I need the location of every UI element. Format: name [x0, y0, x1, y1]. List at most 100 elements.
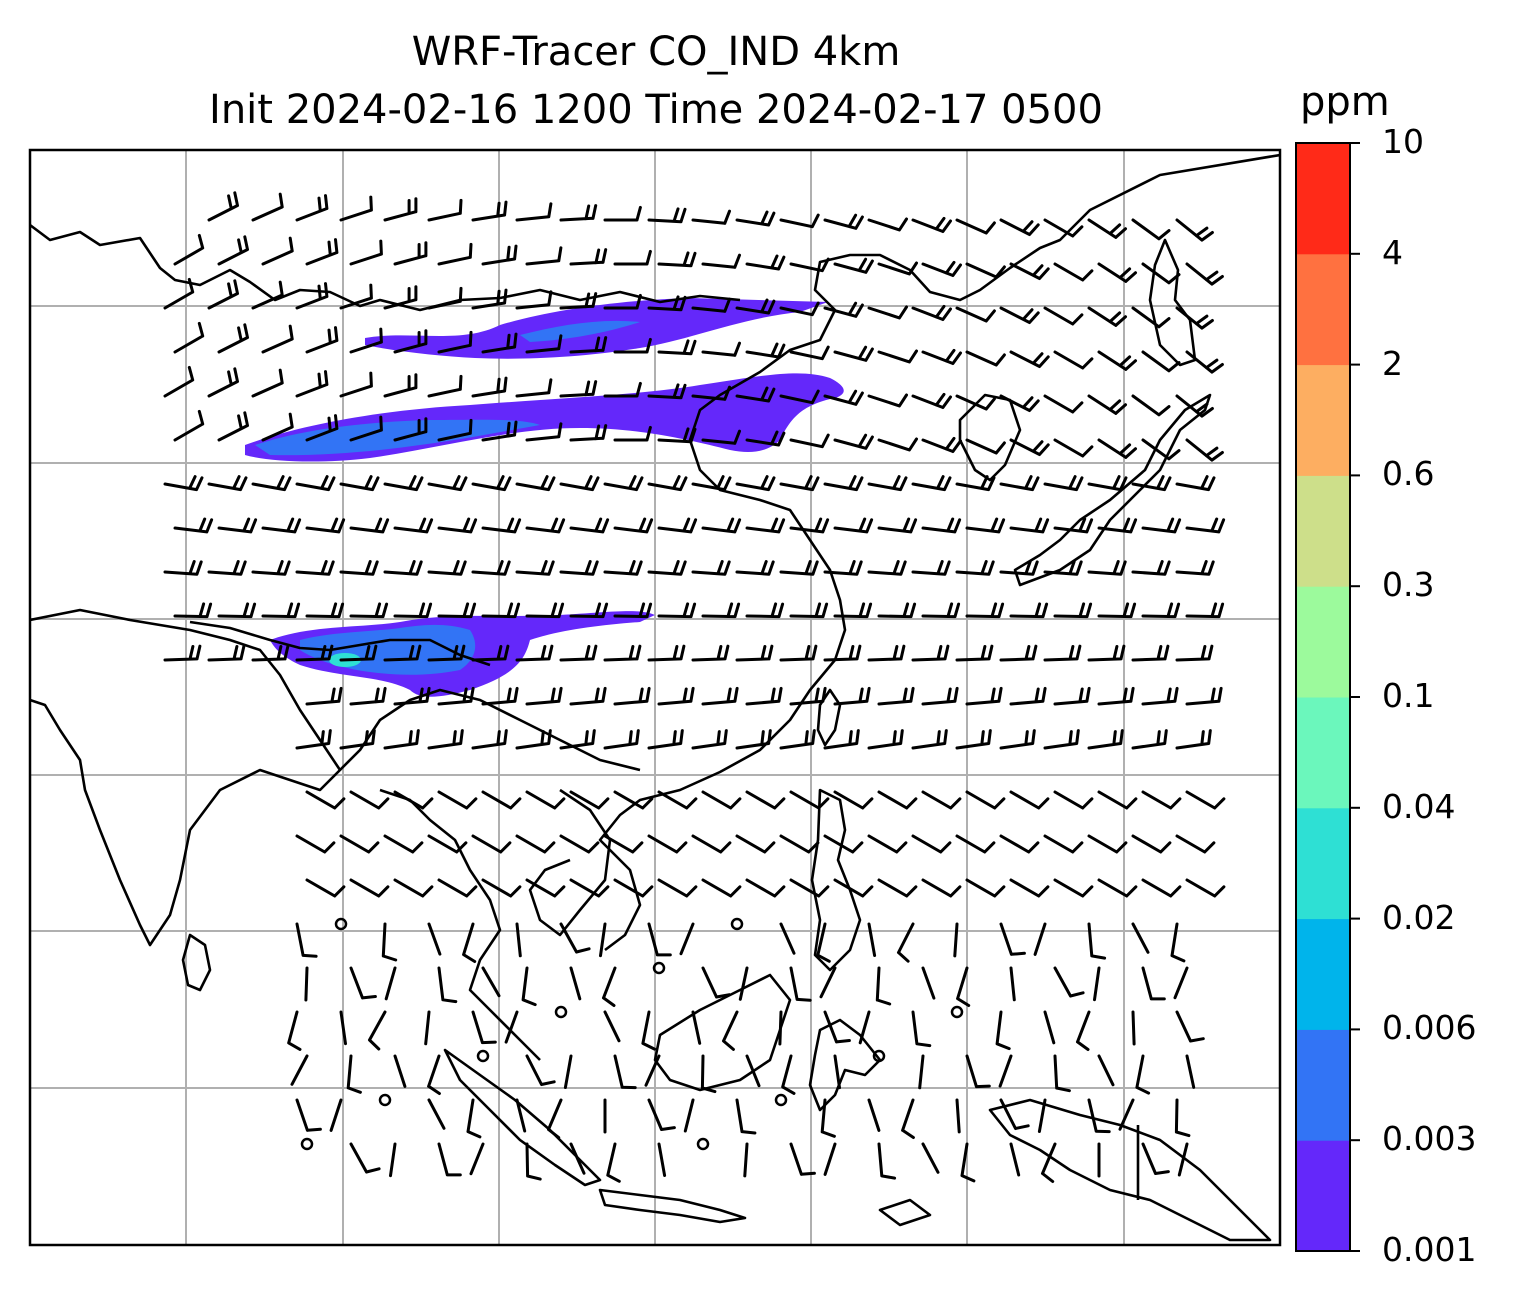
wind-barb-calm [872, 1049, 886, 1063]
wind-barb [823, 213, 864, 230]
wind-barb [424, 1010, 431, 1046]
wind-barb [349, 790, 390, 810]
wind-barb [339, 729, 376, 750]
wind-barb [965, 878, 1006, 898]
map-title-line-1: WRF-Tracer CO_IND 4km [411, 29, 901, 75]
wind-barb [393, 517, 434, 534]
wind-barb [339, 644, 378, 662]
wind-barb [217, 411, 249, 442]
wind-barb [1043, 834, 1084, 854]
wind-barb [701, 686, 739, 706]
wind-barb [1009, 878, 1050, 898]
wind-barb [427, 560, 467, 576]
wind-barb [569, 517, 610, 534]
wind-barb [1043, 729, 1080, 750]
wind-barb [559, 644, 598, 662]
wind-barb [858, 1010, 871, 1045]
wind-barb [1141, 602, 1181, 619]
wind-barb [207, 475, 248, 492]
wind-barb [953, 922, 959, 958]
wind-barb [998, 1054, 1013, 1088]
coastline-sulawesi [808, 1018, 882, 1112]
wind-barb [867, 305, 908, 320]
wind-barb [1053, 1054, 1071, 1093]
wind-barb [471, 200, 508, 222]
wind-barb [603, 205, 642, 222]
wind-barb [515, 729, 552, 750]
coastline-timor [878, 1198, 932, 1227]
wind-barb [911, 729, 948, 750]
wind-barb [471, 644, 510, 662]
wind-barb [1043, 306, 1084, 326]
wind-barb [901, 1098, 915, 1139]
wind-barb [1053, 602, 1093, 619]
wind-barb [647, 729, 684, 750]
colorbar [1295, 142, 1360, 1252]
colorbar-tick-label: 2 [1382, 343, 1403, 383]
wind-barb [383, 834, 424, 854]
wind-barb [349, 966, 377, 1000]
wind-barb [779, 922, 796, 955]
wind-barb [965, 686, 1003, 706]
wind-barb [346, 1054, 362, 1094]
wind-barb [877, 517, 918, 534]
wind-barb [515, 202, 553, 222]
wind-barb [1097, 790, 1138, 810]
wind-barb [1170, 922, 1186, 963]
wind-barb [339, 195, 373, 222]
wind-barb [305, 238, 339, 266]
wind-barb [471, 475, 512, 492]
wind-barb [833, 790, 874, 810]
wind-barb [657, 1142, 667, 1177]
wind-barb [745, 430, 786, 447]
wind-barb [569, 248, 608, 266]
wind-barb [163, 560, 203, 576]
wind-barb [1185, 602, 1225, 619]
wind-barb [999, 644, 1038, 662]
wind-barb [1043, 1010, 1056, 1045]
wind-barb [722, 1010, 739, 1051]
wind-barb [349, 239, 383, 266]
coastline-sumatra [443, 1048, 602, 1187]
wind-barb [691, 560, 731, 576]
wind-barb [427, 834, 468, 854]
wind-barb [1141, 438, 1181, 461]
wind-barb [295, 194, 329, 222]
wind-barb [921, 966, 936, 1000]
wind-barb [163, 277, 195, 310]
wind-barb [1053, 350, 1094, 370]
wind-barb [965, 790, 1006, 810]
wind-barb [877, 1142, 897, 1180]
wind-barb [606, 1142, 621, 1183]
wind-barb [304, 966, 309, 1002]
wind-barb [251, 644, 290, 662]
wind-barb [1093, 966, 1101, 1002]
colorbar-bin [1296, 364, 1350, 476]
wind-barb-calm [652, 961, 666, 975]
wind-barb [559, 729, 596, 750]
wind-barb [471, 1010, 497, 1045]
wind-barb [471, 288, 508, 310]
wind-barb [383, 475, 424, 492]
wind-barb [525, 517, 566, 534]
wind-barb [525, 1054, 556, 1086]
wind-barb [1053, 790, 1094, 810]
wind-barb [1141, 790, 1182, 810]
wind-barb [613, 249, 652, 266]
wind-barb [679, 922, 695, 956]
colorbar-tick-label: 0.3 [1382, 565, 1435, 605]
wind-barb [305, 326, 339, 354]
colorbar-bin [1296, 253, 1350, 366]
wind-barb [1087, 729, 1124, 750]
wind-barb [481, 332, 518, 354]
wind-barb [1131, 560, 1171, 576]
wind-barb [745, 254, 786, 271]
wind-barb [999, 475, 1040, 492]
colorbar-bin [1296, 807, 1350, 920]
wind-barb [613, 790, 654, 810]
wind-barb [481, 878, 522, 898]
wind-barb [657, 339, 697, 356]
wind-barb [823, 1142, 837, 1176]
wind-barb [789, 433, 830, 449]
wind-barb [173, 321, 205, 354]
